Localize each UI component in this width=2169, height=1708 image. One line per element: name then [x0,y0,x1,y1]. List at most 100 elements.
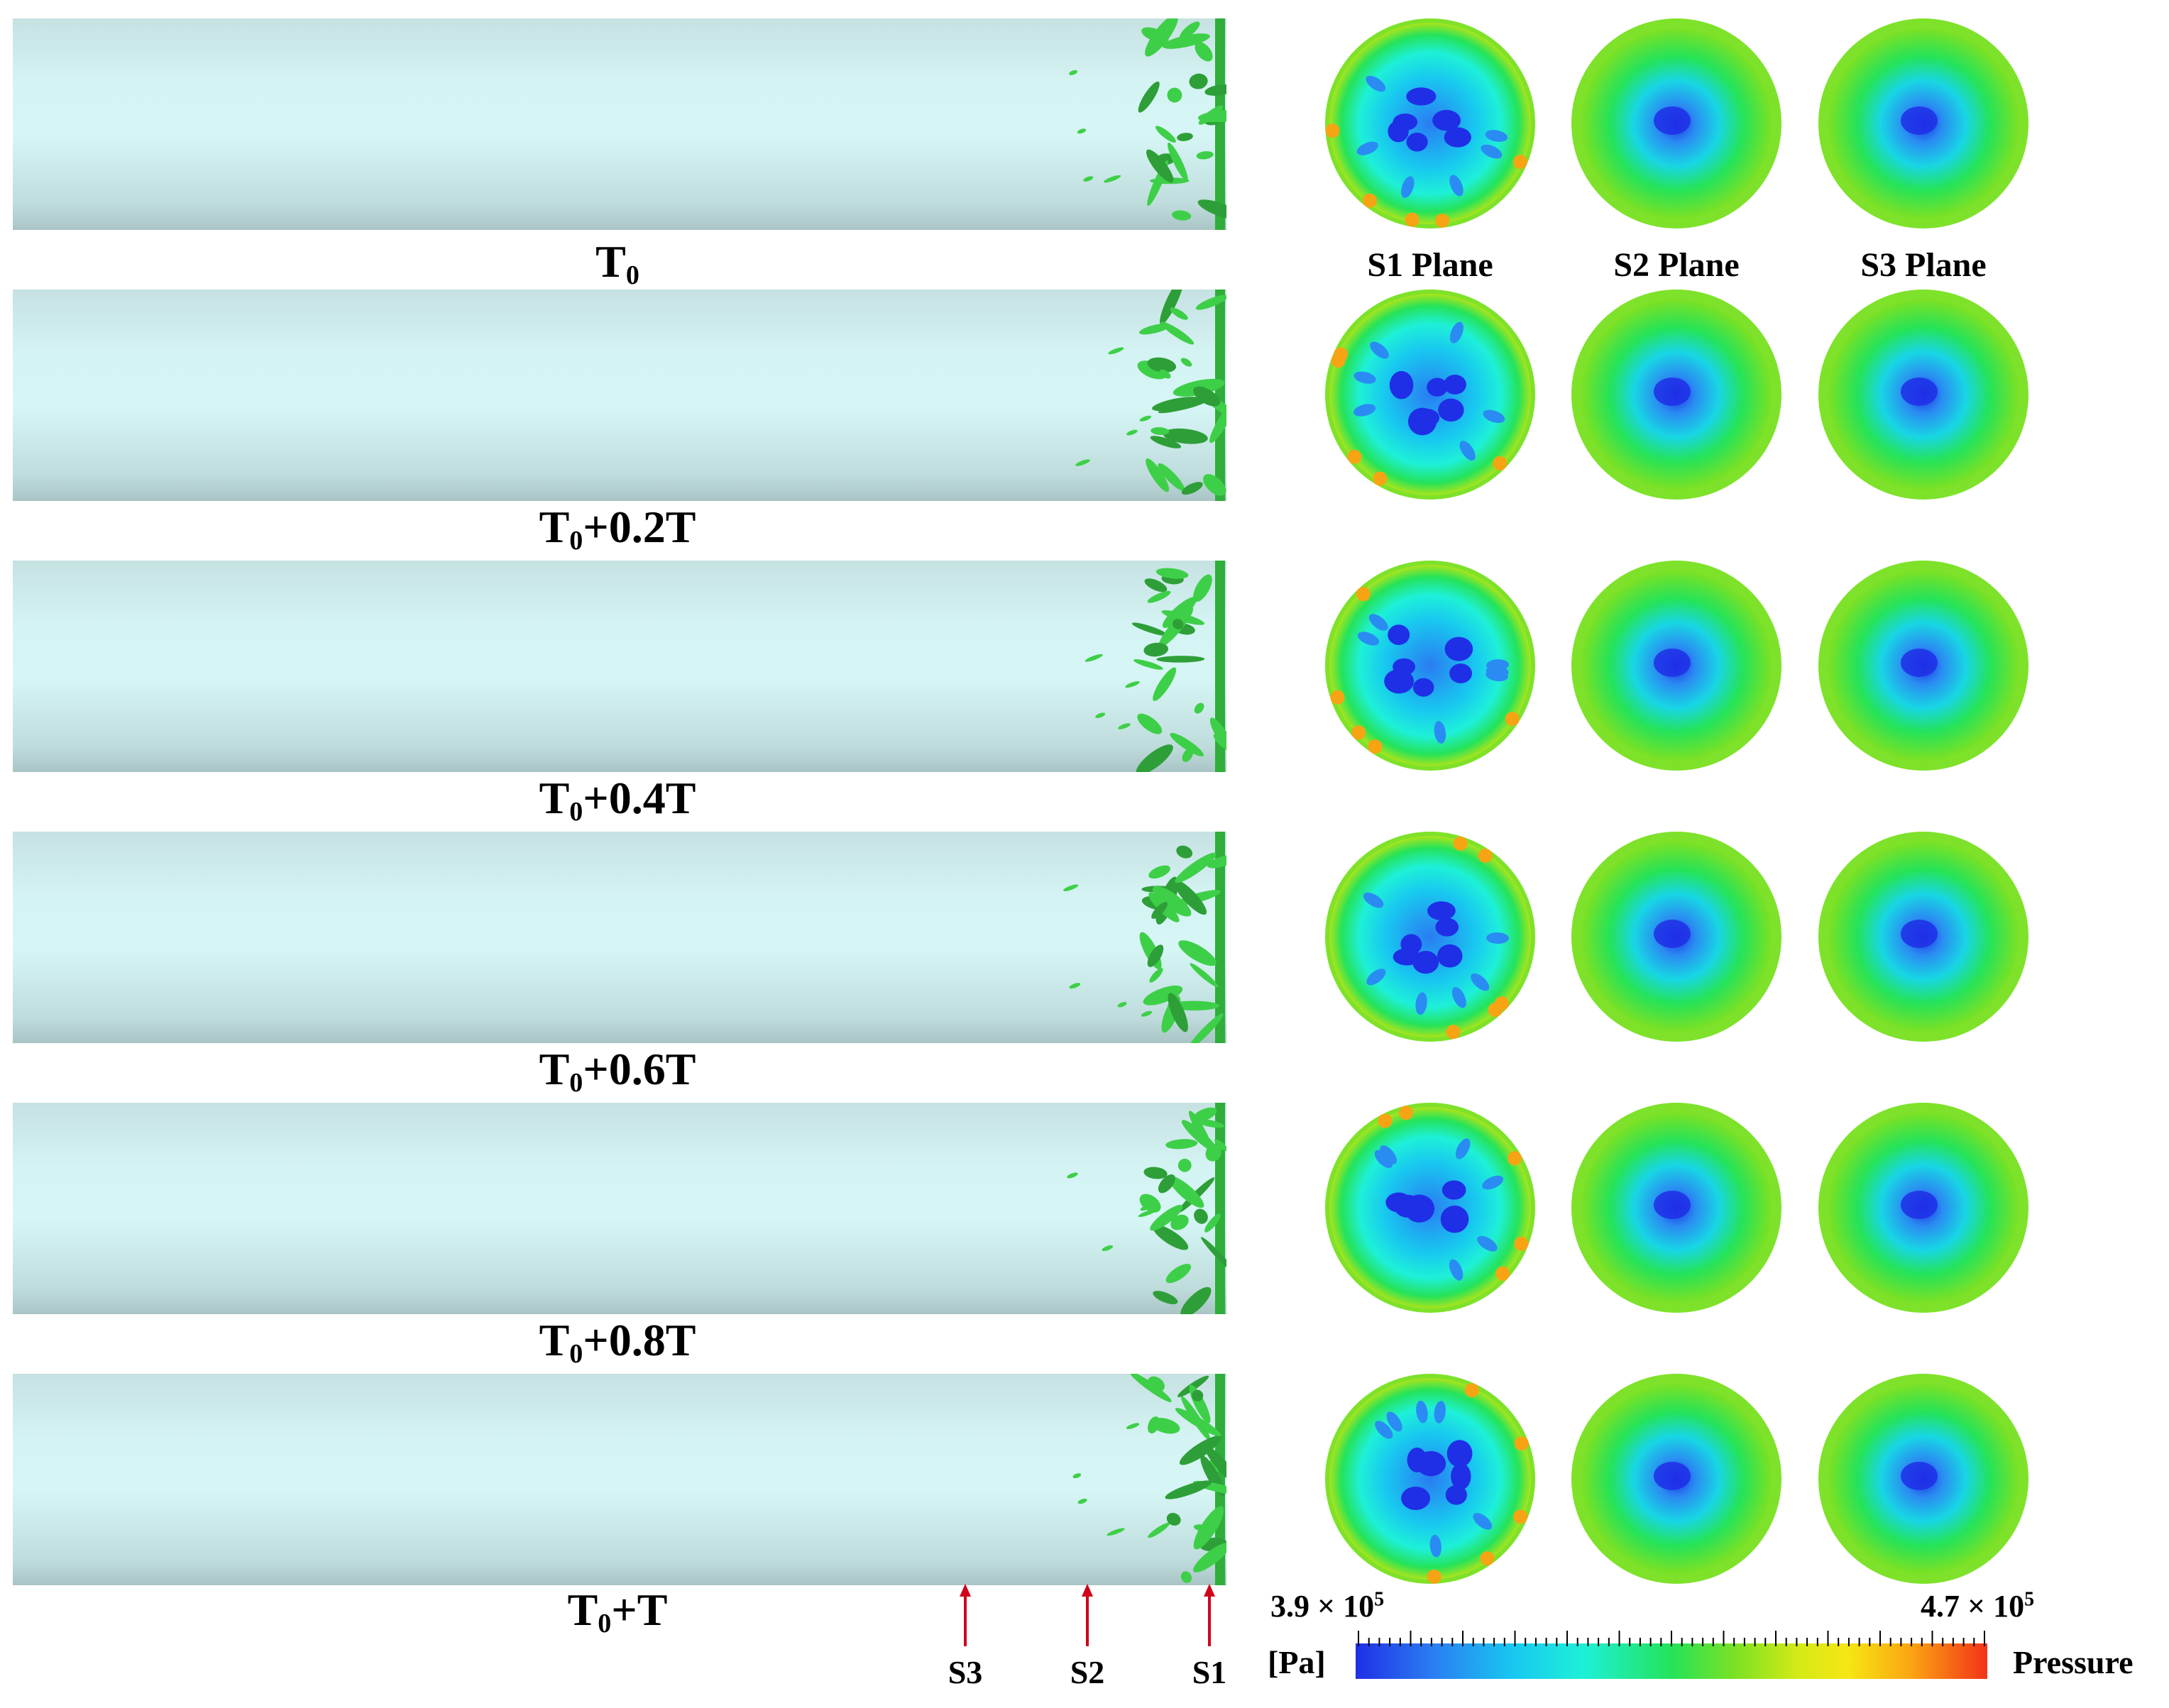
vortex-blob [1204,1445,1226,1486]
low-pressure-core [1435,918,1459,937]
time-label-offset: +T [611,1585,668,1635]
vortex-blob [1148,865,1170,879]
low-pressure-lobe [1429,1534,1442,1558]
blade-edge [1215,18,1225,230]
low-pressure-core [1442,1180,1466,1200]
time-label: T0+0.4T [298,772,937,827]
low-pressure-core [1388,624,1410,645]
vortex-blob [1168,1176,1204,1208]
high-pressure-spot [1347,449,1362,464]
vortex-blob [1143,1167,1168,1179]
section-marker-label: S2 [1070,1654,1105,1690]
vortex-blob [1168,142,1188,182]
section-marker-label: S1 [1192,1654,1227,1690]
pressure-contour-disk [1571,1374,1781,1584]
vortex-blob [1195,294,1226,310]
time-label-sub: 0 [598,1609,612,1638]
vortex-blob [1162,33,1210,49]
low-pressure-core [1654,1191,1691,1219]
vortex-blob [1137,713,1163,734]
low-pressure-lobe [1357,632,1380,646]
time-label-sub: 0 [569,1339,583,1369]
low-pressure-lobe [1486,669,1508,682]
low-pressure-lobe [1482,1175,1504,1190]
vortex-blob [1153,1291,1178,1305]
vortex-blob [1204,1213,1221,1233]
vortex-blob [1175,852,1217,883]
vortex-blob [1162,597,1197,628]
pipe-isosurface-view [13,18,1226,230]
low-pressure-lobe [1374,1150,1393,1169]
vortex-structures [1063,832,1226,1043]
low-pressure-core [1432,109,1461,131]
low-pressure-lobe [1416,1400,1428,1423]
low-pressure-core [1654,378,1691,406]
vortex-blob [1177,133,1193,141]
low-pressure-core [1394,1194,1422,1218]
vortex-blob [1193,1542,1226,1572]
low-pressure-core [1384,668,1415,694]
vortex-fragment [1117,1002,1127,1008]
low-pressure-lobe [1451,986,1466,1008]
section-arrow [923,1584,1008,1651]
low-pressure-core [1446,1440,1473,1467]
vortex-blob [1204,84,1226,97]
vortex-blob [1167,87,1182,103]
pressure-contour-disk [1571,290,1781,500]
low-pressure-core [1406,132,1428,152]
vortex-blob [1155,126,1176,143]
low-pressure-lobe [1401,176,1415,198]
disk-field [1329,565,1531,766]
colorbar-max-value: 4.7 × 10 [1921,1589,2025,1624]
pressure-colorbar [1356,1643,1987,1679]
vortex-blob [1207,854,1226,869]
low-pressure-lobe [1370,341,1389,359]
high-pressure-spot [1464,1383,1479,1398]
vortex-fragment [1075,459,1090,466]
low-pressure-core [1389,370,1414,400]
vortex-fragment [1118,723,1131,729]
vortex-blob [1178,940,1217,966]
low-pressure-core [1427,901,1456,920]
vortex-blob [1165,1480,1212,1499]
vortex-fragment [1107,1528,1125,1536]
time-label-sub: 0 [569,526,583,556]
high-pressure-spot [1494,996,1509,1011]
vortex-blob [1170,732,1204,756]
high-pressure-spot [1505,712,1520,727]
low-pressure-core [1414,409,1440,427]
low-pressure-lobe [1375,1421,1393,1439]
time-label-offset: +0.6T [583,1044,696,1094]
section-arrow [1167,1584,1252,1651]
vortex-fragment [1139,415,1151,422]
low-pressure-lobe [1415,992,1427,1015]
blade-edge [1215,290,1225,501]
vortex-blob [1138,81,1160,113]
low-pressure-core [1654,649,1691,677]
vortex-fragment [1126,429,1138,436]
vortex-blob [1180,358,1192,367]
pressure-contour-disk [1325,1103,1535,1313]
vortex-structures [1084,561,1226,772]
high-pressure-spot [1512,155,1527,170]
vortex-blob [1143,642,1169,657]
vortex-blob [1151,901,1168,919]
vortex-blob [1148,1416,1160,1434]
low-pressure-lobe [1471,973,1490,991]
pipe-isosurface-view [13,832,1226,1043]
blade-edge [1215,832,1225,1043]
high-pressure-spot [1453,836,1468,851]
pressure-contour-disk [1818,290,2028,500]
vortex-blob [1151,427,1170,435]
vortex-blob [1152,886,1192,917]
vortex-blob [1160,321,1195,345]
vortex-blob [1146,458,1170,492]
low-pressure-lobe [1486,932,1509,944]
time-label-main: T [595,236,626,287]
high-pressure-spot [1514,1436,1529,1451]
high-pressure-spot [1368,739,1383,754]
low-pressure-lobe [1434,721,1446,744]
pipe-isosurface-view [13,561,1226,772]
low-pressure-core [1412,950,1439,974]
low-pressure-core [1416,1450,1446,1477]
